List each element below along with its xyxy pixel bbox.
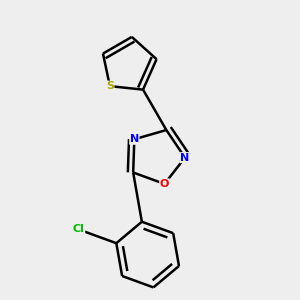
Text: S: S (106, 81, 114, 91)
Text: N: N (180, 153, 190, 163)
Text: O: O (160, 179, 169, 189)
Text: Cl: Cl (73, 224, 85, 235)
Text: N: N (130, 134, 139, 144)
